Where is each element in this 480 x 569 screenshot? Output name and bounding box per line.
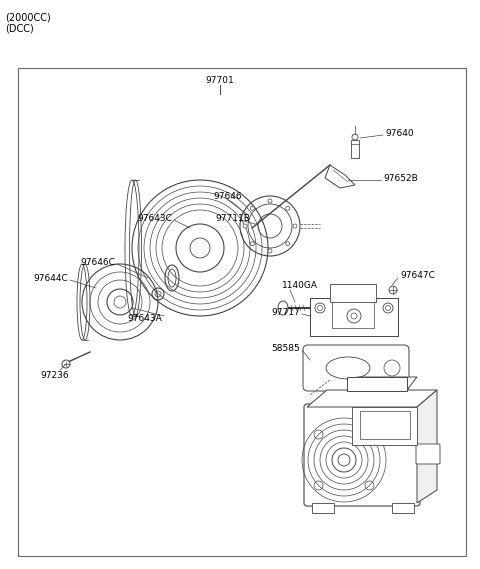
Ellipse shape	[278, 301, 288, 315]
Text: 97711B: 97711B	[215, 213, 250, 222]
Text: 97652B: 97652B	[383, 174, 418, 183]
Circle shape	[286, 207, 289, 211]
FancyBboxPatch shape	[352, 407, 417, 445]
Text: (DCC): (DCC)	[5, 23, 34, 33]
Text: 97643C: 97643C	[137, 213, 172, 222]
Bar	[18, 68, 466, 556]
FancyBboxPatch shape	[392, 503, 414, 513]
Polygon shape	[307, 390, 437, 407]
Circle shape	[243, 224, 247, 228]
Text: (2000CC): (2000CC)	[5, 12, 51, 22]
Circle shape	[268, 249, 272, 253]
Bar	[332, 302, 374, 328]
Text: 97646: 97646	[214, 192, 242, 200]
Ellipse shape	[62, 360, 70, 368]
FancyBboxPatch shape	[347, 377, 407, 391]
Text: 97236: 97236	[41, 370, 69, 380]
FancyBboxPatch shape	[360, 411, 410, 439]
Circle shape	[286, 242, 289, 246]
Text: 97643A: 97643A	[127, 314, 162, 323]
Circle shape	[268, 199, 272, 203]
Circle shape	[293, 224, 297, 228]
FancyBboxPatch shape	[303, 345, 409, 391]
Circle shape	[251, 242, 254, 246]
Polygon shape	[417, 390, 437, 503]
FancyBboxPatch shape	[312, 503, 334, 513]
Text: 1140GA: 1140GA	[282, 281, 318, 290]
Circle shape	[251, 207, 254, 211]
Text: 97640: 97640	[385, 129, 414, 138]
FancyBboxPatch shape	[416, 444, 440, 464]
Bar	[351, 140, 359, 158]
Text: 97717: 97717	[271, 307, 300, 316]
FancyBboxPatch shape	[310, 298, 398, 336]
Text: 97646C: 97646C	[80, 258, 115, 266]
FancyBboxPatch shape	[304, 404, 420, 506]
Polygon shape	[347, 377, 417, 390]
Text: 97644C: 97644C	[33, 274, 68, 282]
FancyBboxPatch shape	[330, 284, 376, 302]
Text: 58585: 58585	[271, 344, 300, 353]
Text: 97701: 97701	[205, 76, 234, 85]
Text: 97647C: 97647C	[400, 270, 435, 279]
